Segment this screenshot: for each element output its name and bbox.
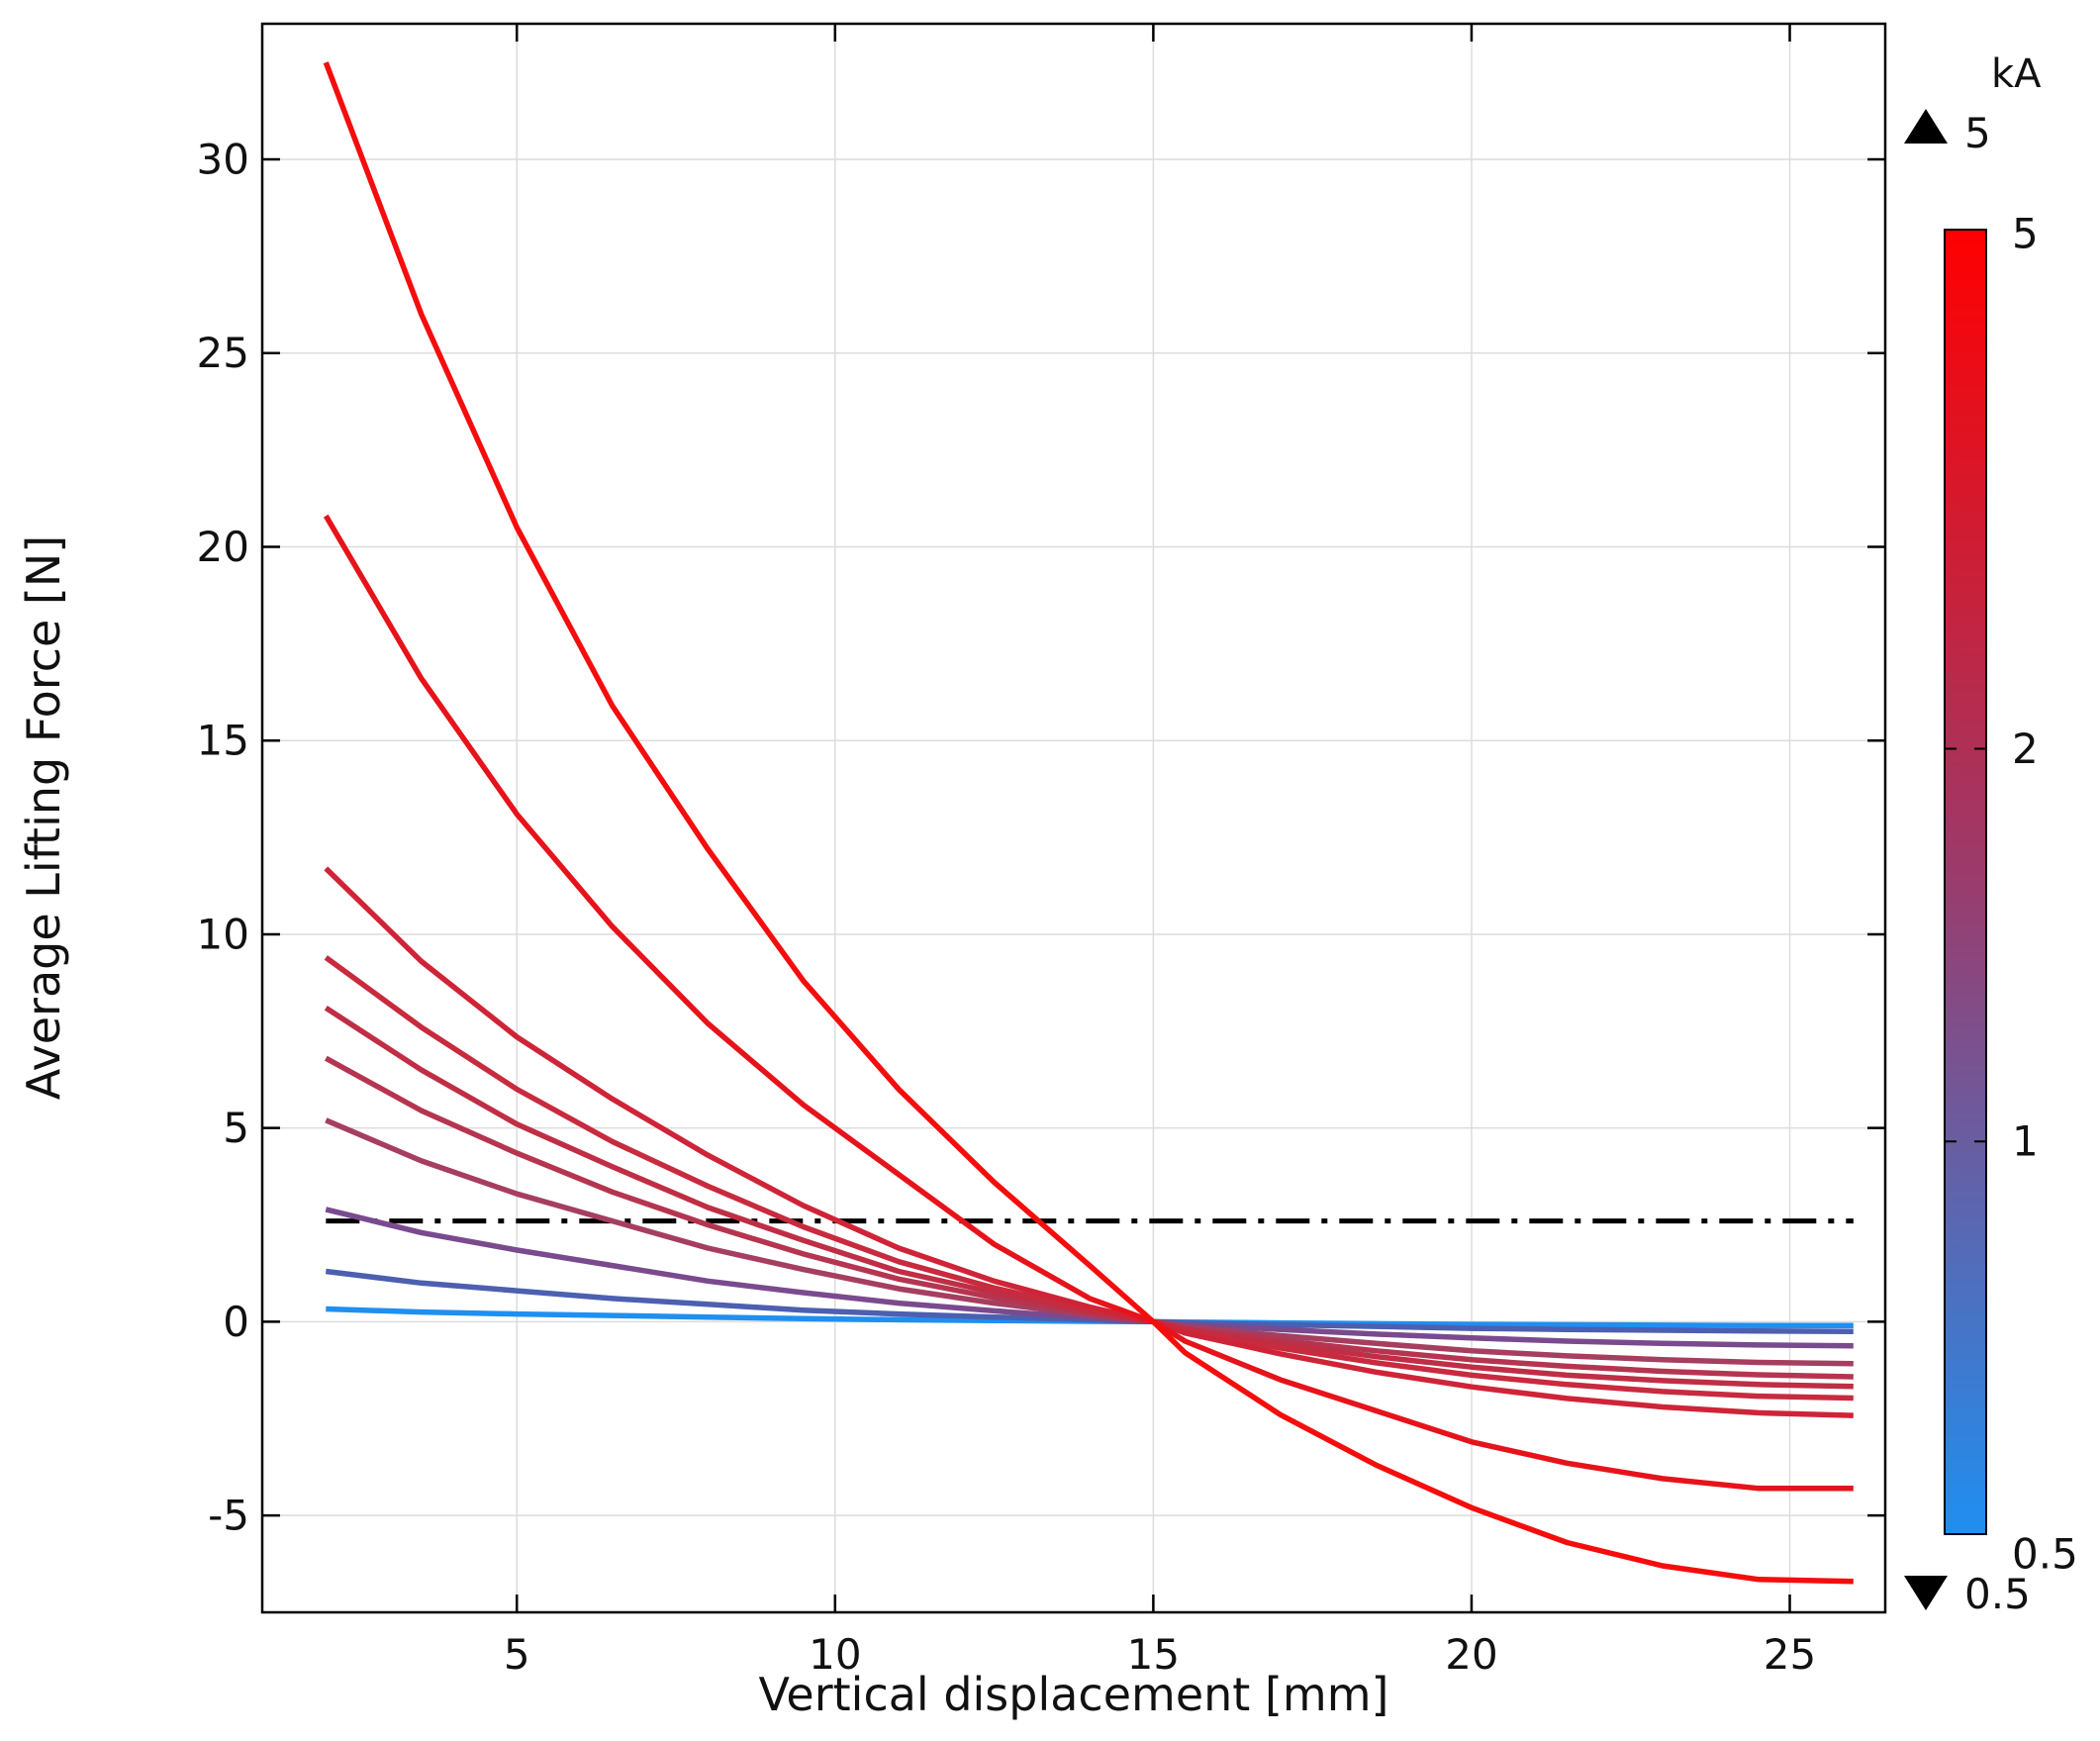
y-tick-label: 0 — [223, 1298, 249, 1346]
x-axis-label: Vertical displacement [mm] — [759, 1668, 1389, 1721]
x-tick-label: 20 — [1445, 1630, 1497, 1679]
y-tick-label: 15 — [197, 717, 249, 765]
series-line-4-5kA — [323, 514, 1854, 1492]
y-tick-label: -5 — [208, 1492, 249, 1540]
y-tick-label: 10 — [197, 910, 249, 958]
y-tick-label: 20 — [197, 523, 249, 571]
y-tick-labels: -5 0 5 10 15 20 25 30 — [197, 136, 249, 1540]
colorbar-below-marker-label: 0.5 — [1964, 1570, 2031, 1618]
x-tick-label: 15 — [1127, 1630, 1180, 1679]
series-layer — [323, 61, 1854, 1585]
colorbar-below-marker-icon — [1904, 1576, 1948, 1610]
x-tick-label: 10 — [809, 1630, 861, 1679]
grid-lines — [262, 24, 1885, 1612]
y-axis-label: Average Lifting Force [N] — [17, 535, 70, 1101]
colorbar-ticks — [1945, 229, 1986, 1535]
x-tick-labels: 5 10 15 20 25 — [504, 1630, 1816, 1679]
colorbar-tick-label: 0.5 — [2012, 1530, 2078, 1579]
colorbar-tick-labels: 5 2 1 0.5 — [2012, 210, 2078, 1579]
colorbar-above-marker-icon — [1904, 109, 1948, 144]
y-tick-label: 25 — [197, 329, 249, 377]
y-tick-label: 30 — [197, 136, 249, 184]
plot-frame — [260, 22, 1887, 1614]
colorbar-above-marker-label: 5 — [1964, 109, 1991, 157]
colorbar-tick-label: 2 — [2012, 725, 2039, 773]
axis-ticks — [262, 24, 1885, 1612]
series-line-4kA — [324, 866, 1854, 1418]
x-tick-label: 25 — [1764, 1630, 1816, 1679]
x-tick-label: 5 — [504, 1630, 530, 1679]
y-tick-label: 5 — [223, 1104, 249, 1152]
colorbar-unit-label: kA — [1991, 51, 2042, 97]
colorbar-gradient — [1944, 229, 1987, 1535]
series-line-5kA — [323, 61, 1854, 1585]
colorbar: kA 5 5 2 1 0.5 0.5 — [1904, 51, 2078, 1618]
colorbar-tick-label: 1 — [2012, 1117, 2039, 1166]
colorbar-tick-label: 5 — [2012, 210, 2039, 258]
